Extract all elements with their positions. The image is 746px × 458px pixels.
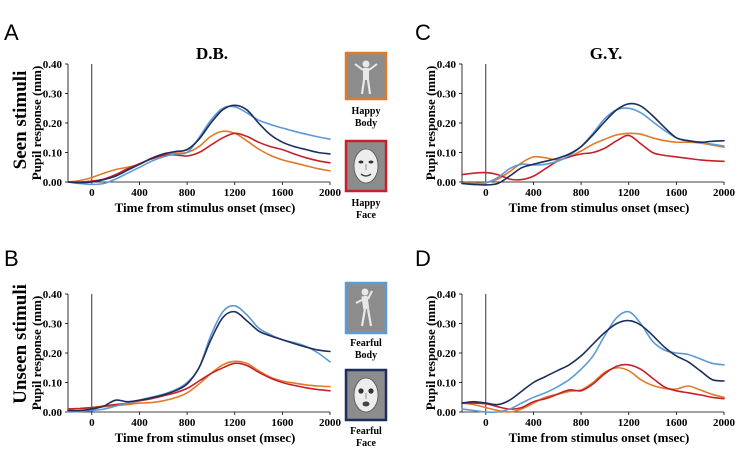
y-tick-label: 0.30 <box>43 319 63 331</box>
series-line-fearful-body <box>461 107 725 186</box>
body-icon <box>354 60 378 95</box>
subject-title-gy: G.Y. <box>590 44 622 63</box>
x-tick-label: 1200 <box>618 187 641 199</box>
series-line-happy-face <box>461 363 725 410</box>
legend-label-happy-face-2: Face <box>356 210 377 221</box>
legend-label-fearful-face-1: Fearful <box>350 426 382 437</box>
y-tick-label: 0.10 <box>43 378 63 390</box>
panel-c: 0.00 0.10 0.20 0.30 0.40 0 400 800 1200 1600 2000 T… <box>423 59 736 215</box>
face-icon <box>353 377 379 413</box>
row-label-unseen: Unseen stimuli <box>10 284 31 404</box>
y-tick-label: 0.10 <box>437 148 457 160</box>
x-tick-label: 1200 <box>224 417 247 429</box>
legend-label-fearful-body-2: Body <box>355 350 377 361</box>
panel-a: 0.00 0.10 0.20 0.30 0.40 0 400 800 1200 1600 2000 T… <box>29 59 342 215</box>
y-tick-label: 0.30 <box>43 89 63 101</box>
row-label-seen: Seen stimuli <box>10 71 31 170</box>
x-tick-label: 400 <box>525 187 542 199</box>
series-line-happy-face <box>67 362 331 410</box>
x-axis-label: Time from stimulus onset (msec) <box>115 430 296 445</box>
x-tick-label: 1600 <box>271 417 294 429</box>
y-tick-label: 0.00 <box>43 177 63 189</box>
x-tick-label: 800 <box>179 187 196 199</box>
panel-letter-d: D <box>415 246 431 271</box>
series-line-fearful-face <box>67 310 331 412</box>
legend-label-happy-body-1: Happy <box>352 106 381 117</box>
series-line-happy-body <box>461 132 725 185</box>
series-line-fearful-body <box>461 310 725 414</box>
y-axis-label: Pupil response (mm) <box>29 66 44 181</box>
y-axis-label: Pupil response (mm) <box>423 296 438 411</box>
x-tick-label: 2000 <box>713 417 736 429</box>
series-line-happy-body <box>67 360 331 410</box>
series-line-happy-body <box>461 366 725 413</box>
y-tick-label: 0.20 <box>437 348 457 360</box>
y-tick-label: 0.10 <box>43 148 63 160</box>
x-tick-label: 0 <box>483 417 489 429</box>
x-tick-label: 1600 <box>665 187 688 199</box>
y-tick-label: 0.40 <box>43 289 63 301</box>
x-tick-label: 0 <box>89 187 95 199</box>
panel-letter-a: A <box>4 20 19 45</box>
legend-item-happy-face: Happy Face <box>344 139 388 221</box>
legend-label-happy-body-2: Body <box>355 118 377 129</box>
body-icon <box>355 288 373 327</box>
chart-panels: 0.00 0.10 0.20 0.30 0.40 0 400 800 1200 1600 2000 T… <box>29 59 736 445</box>
y-tick-label: 0.40 <box>437 289 457 301</box>
x-tick-label: 1600 <box>665 417 688 429</box>
y-tick-label: 0.40 <box>43 59 63 71</box>
x-axis-label: Time from stimulus onset (msec) <box>509 430 690 445</box>
panel-d: 0.00 0.10 0.20 0.30 0.40 0 400 800 1200 1600 2000 T… <box>423 289 736 445</box>
x-tick-label: 2000 <box>713 187 736 199</box>
x-tick-label: 800 <box>573 187 590 199</box>
series-line-fearful-face <box>67 104 331 184</box>
x-tick-label: 800 <box>179 417 196 429</box>
y-tick-label: 0.30 <box>437 319 457 331</box>
x-axis-label: Time from stimulus onset (msec) <box>115 200 296 215</box>
legend-item-fearful-face: Fearful Face <box>344 368 388 449</box>
x-tick-label: 800 <box>573 417 590 429</box>
y-axis-label: Pupil response (mm) <box>29 296 44 411</box>
y-tick-label: 0.20 <box>43 118 63 130</box>
y-tick-label: 0.00 <box>437 177 457 189</box>
x-tick-label: 1200 <box>618 417 641 429</box>
x-tick-label: 400 <box>131 417 148 429</box>
x-tick-label: 1600 <box>271 187 294 199</box>
panel-letter-b: B <box>4 246 19 271</box>
x-tick-label: 0 <box>89 417 95 429</box>
x-tick-label: 0 <box>483 187 489 199</box>
subject-title-db: D.B. <box>196 44 228 63</box>
y-tick-label: 0.00 <box>437 407 457 419</box>
series-line-fearful-face <box>461 102 725 186</box>
x-tick-label: 1200 <box>224 187 247 199</box>
y-tick-label: 0.20 <box>437 118 457 130</box>
y-tick-label: 0.30 <box>437 89 457 101</box>
x-tick-label: 2000 <box>319 417 342 429</box>
x-tick-label: 400 <box>131 187 148 199</box>
x-tick-label: 2000 <box>319 187 342 199</box>
series-line-fearful-body <box>67 105 331 186</box>
series-line-fearful-body <box>67 304 331 413</box>
series-line-happy-face <box>67 132 331 183</box>
legend-label-fearful-body-1: Fearful <box>350 338 382 349</box>
y-tick-label: 0.00 <box>43 407 63 419</box>
legend-item-happy-body: Happy Body <box>344 51 388 129</box>
legend-label-happy-face-1: Happy <box>352 198 381 209</box>
x-axis-label: Time from stimulus onset (msec) <box>509 200 690 215</box>
y-tick-label: 0.40 <box>437 59 457 71</box>
series-line-fearful-face <box>461 319 725 406</box>
series-line-happy-body <box>67 130 331 183</box>
panel-letter-c: C <box>415 20 431 45</box>
legend: Happy Body Happy Face <box>344 51 388 449</box>
x-tick-label: 400 <box>525 417 542 429</box>
y-tick-label: 0.20 <box>43 348 63 360</box>
legend-label-fearful-face-2: Face <box>356 438 377 449</box>
panel-b: 0.00 0.10 0.20 0.30 0.40 0 400 800 1200 1600 2000 T… <box>29 289 342 445</box>
legend-item-fearful-body: Fearful Body <box>344 281 388 361</box>
face-icon <box>353 148 379 184</box>
y-axis-label: Pupil response (mm) <box>423 66 438 181</box>
y-tick-label: 0.10 <box>437 378 457 390</box>
